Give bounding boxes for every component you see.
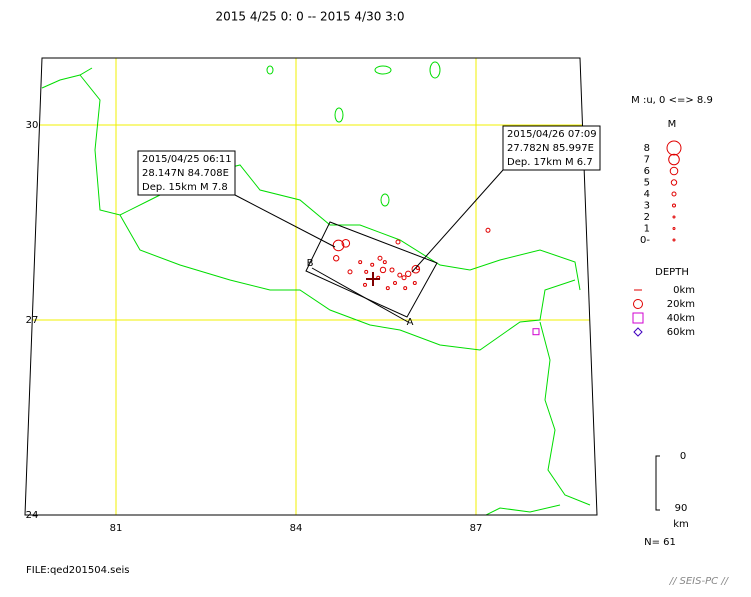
event <box>358 260 363 265</box>
event <box>532 328 540 336</box>
event <box>403 286 408 291</box>
event <box>393 280 397 285</box>
event <box>377 255 383 261</box>
section-b: B <box>307 258 314 269</box>
footer: // SEIS-PC // <box>669 576 730 587</box>
legend-symbol <box>669 166 679 176</box>
lake <box>380 193 390 207</box>
legend-symbol <box>672 203 676 208</box>
depth-scale-top: 0 <box>680 451 686 462</box>
depth-scale-bar <box>655 455 660 511</box>
event <box>485 227 491 233</box>
legend-depth-symbol <box>633 299 643 309</box>
leader-line <box>234 194 336 248</box>
lake <box>429 61 441 79</box>
events <box>332 227 540 336</box>
legend-depth: 0km <box>673 285 695 296</box>
event <box>379 266 387 274</box>
border <box>479 504 561 515</box>
legend-magnitude: 5 <box>644 178 650 189</box>
annotation-box <box>137 150 236 196</box>
file-name: FILE:qed201504.seis <box>26 565 130 576</box>
legend-magnitude: 4 <box>644 189 650 200</box>
epicenter-cross <box>366 272 380 286</box>
event <box>364 269 369 274</box>
event <box>415 266 420 270</box>
lake <box>266 65 274 75</box>
legend-title: M :u, 0 <=> 8.9 <box>631 95 713 106</box>
annotations: 2015/04/25 06:11 28.147N 84.708E Dep. 15km… <box>137 125 601 196</box>
annotation-line: 27.782N 85.997E <box>507 143 594 154</box>
legend-depth: 60km <box>667 327 695 338</box>
section-box <box>305 221 438 318</box>
legend-symbol <box>668 153 680 166</box>
event <box>411 264 421 274</box>
border <box>539 321 591 506</box>
lon-label: 84 <box>290 523 303 534</box>
border <box>119 214 576 351</box>
event <box>412 280 417 285</box>
event <box>370 262 375 267</box>
section-line <box>311 267 409 323</box>
event <box>385 286 390 291</box>
legend-symbol <box>671 191 677 197</box>
lat-label: 27 <box>26 315 39 326</box>
lat-label: 24 <box>26 510 39 521</box>
annotation-line: Dep. 15km M 7.8 <box>142 182 228 193</box>
legend-magnitude: 0- <box>640 235 650 246</box>
section-a: A <box>407 317 414 328</box>
event <box>401 275 407 281</box>
map-frame <box>24 57 598 516</box>
depth-scale-bottom: 90 <box>675 503 688 514</box>
border <box>79 74 581 291</box>
event <box>332 239 345 252</box>
lon-label: 87 <box>470 523 483 534</box>
event <box>395 239 401 245</box>
annotation-box <box>502 125 601 171</box>
annotation-line: Dep. 17km M 6.7 <box>507 157 593 168</box>
lake <box>374 65 392 75</box>
lon-label: 81 <box>110 523 123 534</box>
annotation-line: 2015/04/25 06:11 <box>142 154 232 165</box>
legend-magnitude: 2 <box>644 212 650 223</box>
legend-magnitude: 6 <box>644 166 650 177</box>
legend-depth: 40km <box>667 313 695 324</box>
event <box>363 282 367 287</box>
grid <box>25 58 597 515</box>
event <box>333 255 340 262</box>
legend-depth-symbol <box>632 312 644 324</box>
border <box>41 67 93 89</box>
legend-depth-symbol <box>633 327 643 337</box>
event <box>341 239 351 248</box>
borders <box>41 61 591 515</box>
legend-depth: 20km <box>667 299 695 310</box>
legend-magnitude: 3 <box>644 201 650 212</box>
legend-symbol <box>672 215 676 219</box>
annotation-line: 28.147N 84.708E <box>142 168 229 179</box>
lat-label: 30 <box>26 120 39 131</box>
title: 2015 4/25 0: 0 -- 2015 4/30 3:0 <box>216 10 405 24</box>
legend-symbol <box>672 227 676 230</box>
legend-magnitude: 8 <box>644 143 650 154</box>
annotation-line: 2015/04/26 07:09 <box>507 129 597 140</box>
legend-depth-title: DEPTH <box>655 267 689 278</box>
event <box>397 272 403 278</box>
event <box>389 267 395 273</box>
legend-symbol <box>672 238 676 242</box>
legend-m-label: M <box>668 119 677 130</box>
event <box>405 270 412 278</box>
leader-line <box>411 169 504 273</box>
depth-scale-unit: km <box>673 519 689 530</box>
event <box>382 260 387 265</box>
legend-magnitude: 7 <box>644 155 650 166</box>
event <box>347 269 353 275</box>
event-count: N= 61 <box>644 537 676 548</box>
legend-magnitude: 1 <box>644 224 650 235</box>
legend-symbol <box>666 140 682 156</box>
lake <box>334 107 344 123</box>
legend-symbol <box>670 179 678 186</box>
